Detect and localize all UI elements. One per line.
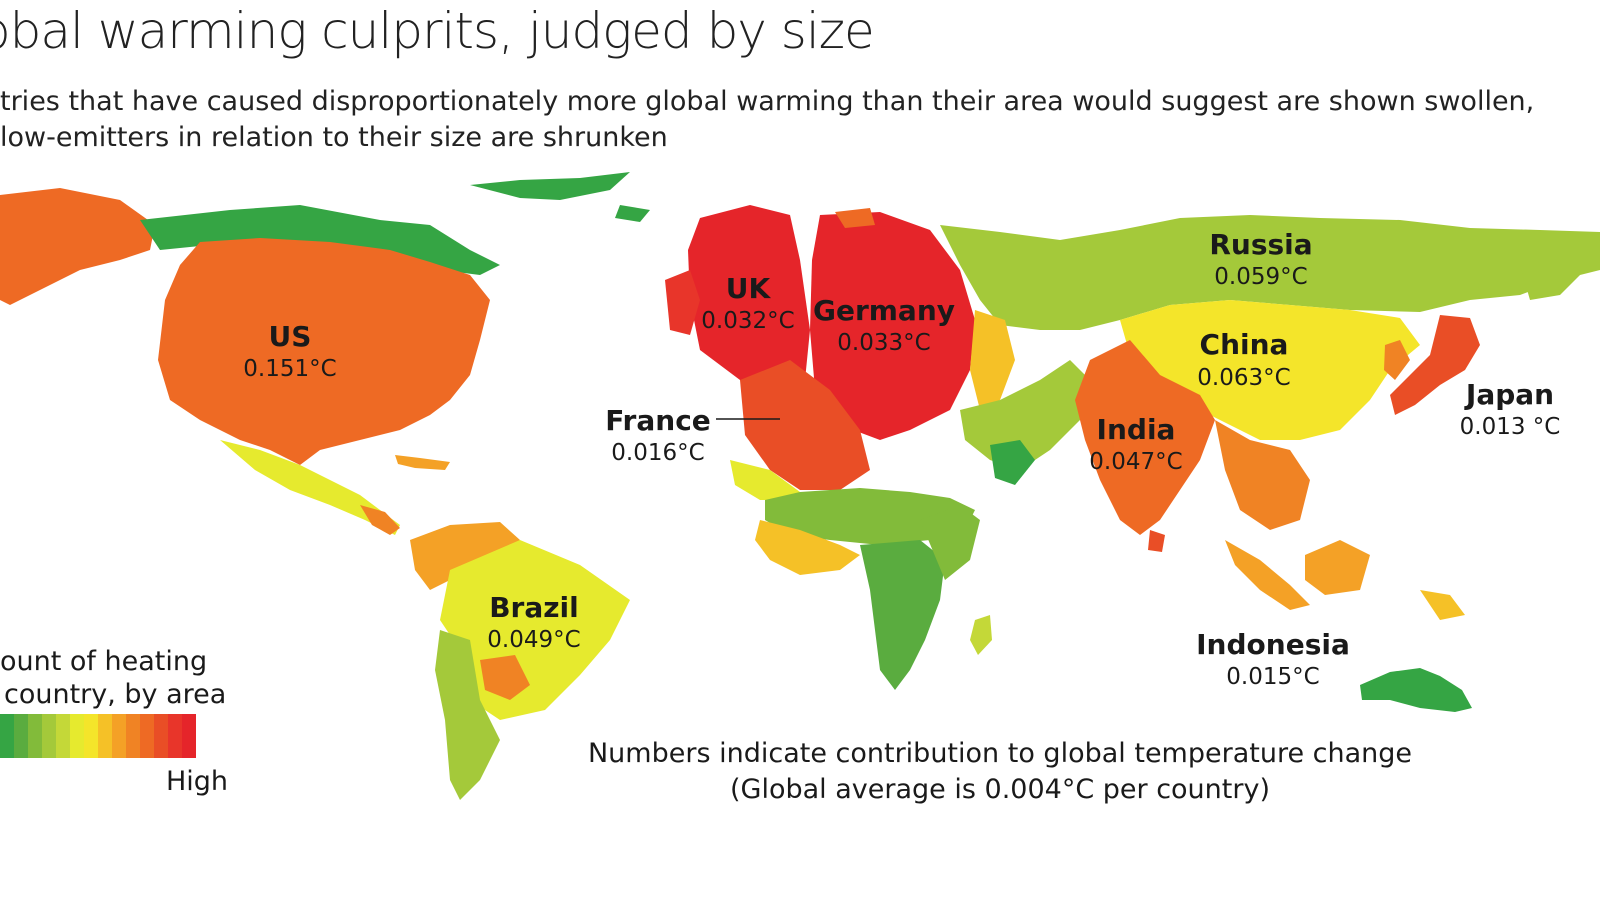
footnote-line-2: (Global average is 0.004°C per country) bbox=[730, 774, 1270, 805]
legend-swatch bbox=[154, 714, 168, 758]
legend-swatch bbox=[98, 714, 112, 758]
legend-swatch bbox=[14, 714, 28, 758]
country-value: 0.151°C bbox=[243, 356, 336, 382]
country-value: 0.049°C bbox=[487, 627, 580, 653]
legend-swatch bbox=[56, 714, 70, 758]
country-value: 0.016°C bbox=[611, 440, 704, 466]
legend-high-label: High bbox=[166, 766, 228, 797]
subtitle-line-1: tries that have caused disproportionatel… bbox=[0, 86, 1535, 117]
country-name: France bbox=[605, 404, 711, 437]
caribbean bbox=[395, 455, 450, 470]
borneo-region bbox=[1305, 540, 1370, 595]
country-name: UK bbox=[726, 272, 772, 305]
footnote: Numbers indicate contribution to global … bbox=[588, 738, 1412, 805]
madagascar bbox=[970, 615, 992, 655]
south-america-north bbox=[410, 522, 520, 590]
southern-cone bbox=[435, 630, 500, 800]
east-africa-region bbox=[920, 505, 980, 580]
middle-east-region bbox=[960, 360, 1090, 470]
label-france: France 0.016°C bbox=[605, 404, 780, 466]
country-value: 0.015°C bbox=[1226, 664, 1319, 690]
west-africa-region bbox=[755, 520, 860, 575]
legend-swatch bbox=[126, 714, 140, 758]
label-india: India 0.047°C bbox=[1089, 413, 1182, 475]
label-us: US 0.151°C bbox=[243, 320, 336, 382]
legend: ount of heating country, by area High bbox=[0, 646, 228, 797]
eastern-europe bbox=[970, 310, 1015, 410]
label-germany: Germany 0.033°C bbox=[813, 294, 955, 356]
france-region bbox=[740, 360, 870, 490]
country-value: 0.063°C bbox=[1197, 365, 1290, 391]
alaska-region bbox=[0, 188, 155, 305]
map-title: obal warming culprits, judged by size bbox=[0, 2, 875, 60]
legend-swatch bbox=[84, 714, 98, 758]
label-russia: Russia 0.059°C bbox=[1209, 228, 1312, 290]
north-africa-region bbox=[765, 488, 975, 545]
russia-east-tip bbox=[1520, 255, 1580, 300]
country-name: Brazil bbox=[489, 591, 579, 624]
greenland-fragment bbox=[615, 205, 650, 222]
legend-swatch bbox=[168, 714, 182, 758]
japan-region bbox=[1390, 315, 1480, 415]
mexico-region bbox=[220, 440, 400, 535]
country-name: Japan bbox=[1464, 378, 1554, 411]
country-name: India bbox=[1097, 413, 1176, 446]
country-name: Indonesia bbox=[1196, 628, 1350, 661]
sri-lanka bbox=[1148, 530, 1165, 552]
legend-swatch bbox=[112, 714, 126, 758]
legend-swatch bbox=[28, 714, 42, 758]
country-name: US bbox=[269, 320, 312, 353]
country-name: China bbox=[1200, 328, 1289, 361]
central-america bbox=[360, 505, 400, 535]
label-brazil: Brazil 0.049°C bbox=[487, 591, 580, 653]
country-name: Germany bbox=[813, 294, 955, 327]
country-value: 0.032°C bbox=[701, 308, 794, 334]
australia-region bbox=[1360, 668, 1472, 712]
legend-swatch bbox=[0, 714, 14, 758]
country-value: 0.059°C bbox=[1214, 264, 1307, 290]
legend-title-line-1: ount of heating bbox=[0, 646, 207, 677]
subtitle-line-2: low-emitters in relation to their size a… bbox=[0, 122, 668, 153]
russia-region bbox=[940, 215, 1600, 330]
germany-region bbox=[810, 212, 975, 440]
iberia-region bbox=[730, 460, 800, 500]
indonesia-region bbox=[1225, 540, 1310, 610]
label-china: China 0.063°C bbox=[1197, 328, 1290, 391]
arabia-region bbox=[990, 440, 1035, 485]
ireland-region bbox=[665, 270, 700, 335]
country-value: 0.013 °C bbox=[1460, 414, 1561, 440]
scandinavia-region bbox=[835, 208, 875, 228]
arctic-islands bbox=[470, 172, 630, 200]
country-value: 0.047°C bbox=[1089, 449, 1182, 475]
legend-color-scale bbox=[0, 714, 196, 758]
country-value: 0.033°C bbox=[837, 330, 930, 356]
central-africa-region bbox=[860, 540, 945, 690]
uk-region bbox=[688, 205, 810, 395]
korea-region bbox=[1384, 340, 1410, 380]
us-region bbox=[158, 238, 490, 465]
legend-title-line-2: country, by area bbox=[4, 679, 226, 710]
legend-swatch bbox=[70, 714, 84, 758]
label-indonesia: Indonesia 0.015°C bbox=[1196, 628, 1350, 690]
paraguay-region bbox=[480, 655, 530, 700]
southeast-asia-region bbox=[1215, 420, 1310, 530]
new-guinea-region bbox=[1420, 590, 1465, 620]
footnote-line-1: Numbers indicate contribution to global … bbox=[588, 738, 1412, 769]
legend-swatch bbox=[182, 714, 196, 758]
map-subtitle: tries that have caused disproportionatel… bbox=[0, 84, 1534, 156]
legend-swatch bbox=[42, 714, 56, 758]
label-uk: UK 0.032°C bbox=[701, 272, 794, 334]
label-japan: Japan 0.013 °C bbox=[1460, 378, 1561, 440]
country-name: Russia bbox=[1209, 228, 1312, 261]
india-region bbox=[1075, 340, 1215, 535]
legend-swatch bbox=[140, 714, 154, 758]
